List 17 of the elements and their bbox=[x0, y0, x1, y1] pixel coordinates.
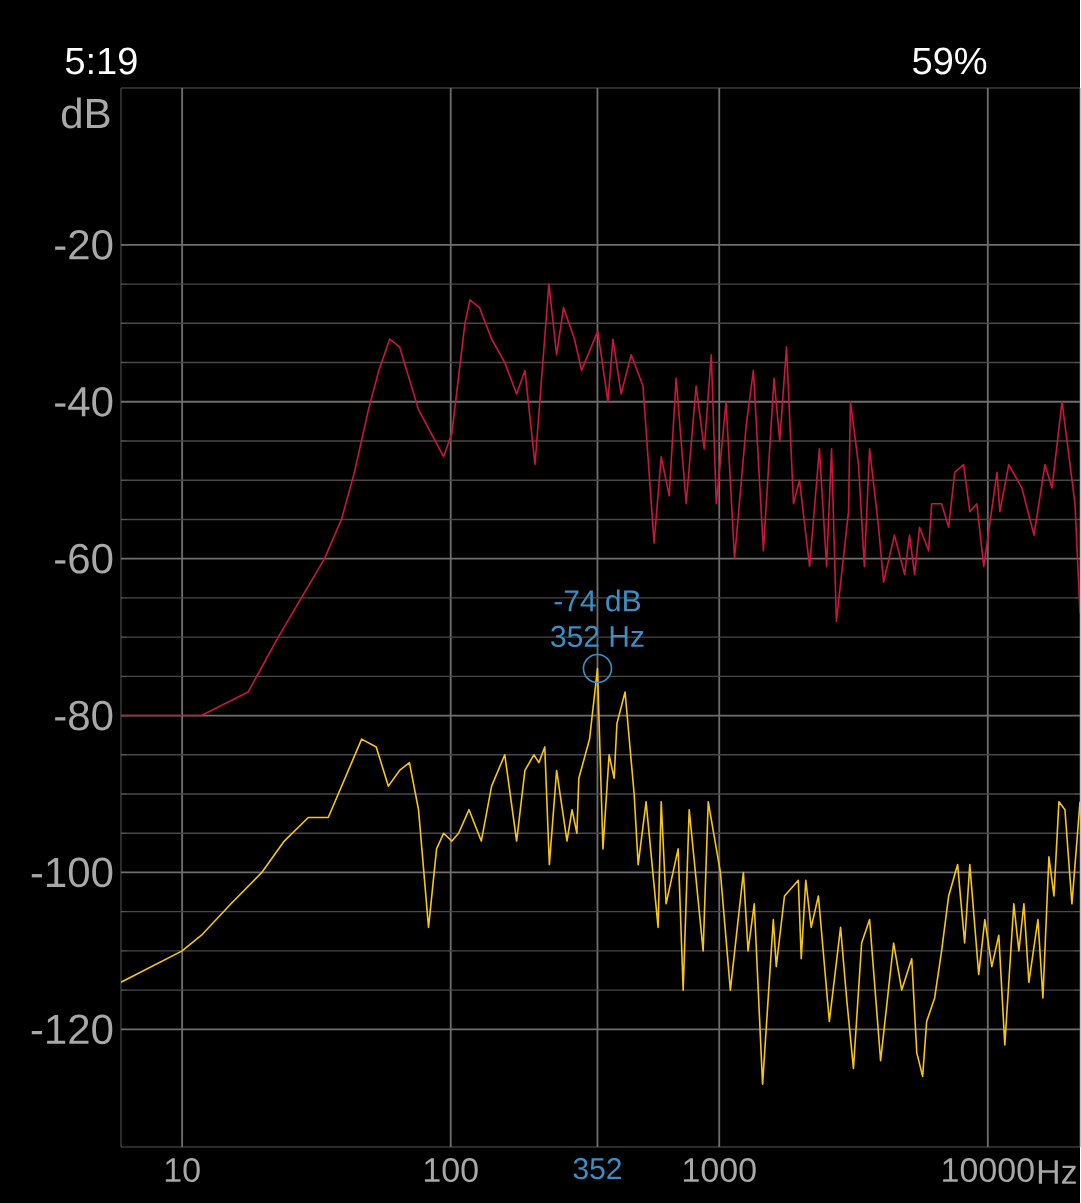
y-tick-label: -20 bbox=[55, 230, 113, 260]
x-tick-label: 352 bbox=[573, 1158, 622, 1180]
y-tick-label: -40 bbox=[55, 386, 113, 417]
y-axis-title: dB bbox=[62, 97, 110, 129]
x-tick-label: 1000 bbox=[684, 1158, 756, 1183]
x-tick-label: 100 bbox=[424, 1158, 478, 1183]
x-axis-title: Hz bbox=[1038, 1160, 1076, 1184]
y-tick-label: -60 bbox=[55, 543, 113, 574]
y-tick-label: -100 bbox=[31, 857, 113, 888]
y-tick-label: -120 bbox=[31, 1014, 113, 1045]
x-tick-label: 10 bbox=[165, 1158, 200, 1183]
annotation: 352 Hz bbox=[551, 625, 644, 648]
x-tick-label: 10000 bbox=[943, 1158, 1034, 1183]
text: 59% bbox=[913, 47, 987, 75]
y-tick-label: -80 bbox=[55, 700, 113, 731]
annotation: -74 dB bbox=[554, 589, 641, 612]
text: 5:19 bbox=[65, 47, 137, 75]
